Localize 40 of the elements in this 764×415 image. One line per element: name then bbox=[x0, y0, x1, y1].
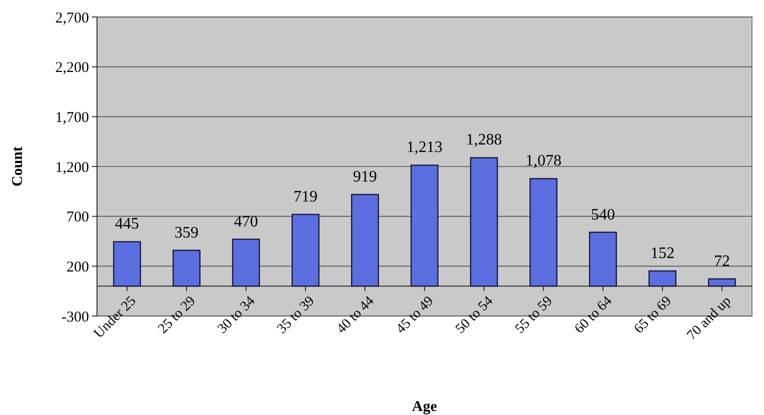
y-tick-label: 200 bbox=[66, 259, 89, 276]
bar bbox=[470, 157, 498, 287]
bar bbox=[113, 241, 142, 287]
bar bbox=[529, 178, 558, 287]
x-tick-label: 45 to 49 bbox=[394, 294, 437, 337]
data-label: 470 bbox=[234, 213, 258, 230]
x-tick-label: 60 to 64 bbox=[572, 294, 616, 337]
y-tick-label: 700 bbox=[66, 210, 89, 226]
data-label: 719 bbox=[294, 188, 318, 206]
bar bbox=[410, 164, 438, 287]
x-tick-label: 35 to 39 bbox=[274, 294, 318, 337]
bar bbox=[232, 238, 260, 287]
data-label: 919 bbox=[353, 168, 378, 186]
x-tick-label: 40 to 44 bbox=[334, 294, 378, 337]
data-label: 445 bbox=[115, 216, 140, 233]
bar bbox=[588, 232, 617, 287]
bar bbox=[292, 214, 320, 287]
data-label: 359 bbox=[174, 224, 199, 242]
data-label: 152 bbox=[650, 244, 674, 262]
bar bbox=[351, 194, 379, 287]
x-tick-label: 70 and up bbox=[684, 294, 734, 344]
x-tick-label: 30 to 34 bbox=[215, 294, 258, 337]
data-label: 1,213 bbox=[406, 139, 442, 156]
x-tick-label: 55 to 59 bbox=[512, 294, 556, 337]
y-tick-label: 2,200 bbox=[55, 60, 89, 76]
y-tick-label: 1,200 bbox=[55, 160, 89, 176]
x-tick-label: 25 to 29 bbox=[156, 294, 199, 337]
y-tick-label: -300 bbox=[62, 309, 89, 326]
y-axis-title: Count bbox=[10, 146, 26, 187]
bar bbox=[172, 250, 201, 287]
data-label: 1,288 bbox=[466, 132, 502, 149]
x-tick-label: 50 to 54 bbox=[453, 294, 496, 337]
y-tick-label: 1,700 bbox=[55, 110, 89, 126]
x-axis-title: Age bbox=[412, 399, 438, 415]
bar bbox=[648, 270, 676, 287]
data-label: 1,078 bbox=[525, 152, 562, 170]
bar bbox=[708, 278, 736, 287]
x-tick-label: 65 to 69 bbox=[632, 294, 675, 337]
y-tick-label: 2,700 bbox=[55, 10, 89, 26]
data-label: 72 bbox=[714, 252, 730, 270]
